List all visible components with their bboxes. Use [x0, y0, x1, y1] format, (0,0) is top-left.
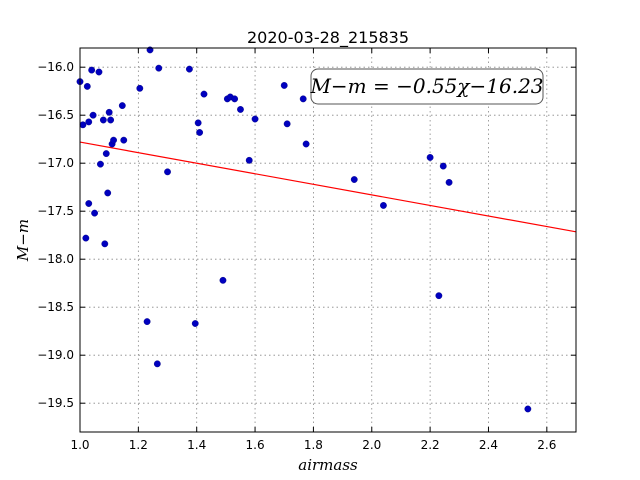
data-point	[280, 82, 288, 89]
data-point	[79, 121, 87, 129]
data-point	[89, 111, 97, 119]
data-point	[426, 154, 434, 161]
data-point	[104, 189, 112, 197]
data-point	[191, 320, 199, 327]
tick-labels: 1.0 1.2 1.4 1.6 1.8 2.0 2.2 2.4 2.6 −16.0 −16.5 −17…	[37, 60, 556, 452]
data-point	[164, 168, 171, 176]
data-point	[251, 115, 259, 123]
y-tick-label: −16.5	[37, 108, 74, 122]
fit-equation: M−m = −0.55χ−16.23	[309, 74, 543, 98]
y-tick-label: −17.0	[37, 156, 74, 170]
data-point	[380, 202, 387, 209]
data-point	[136, 84, 144, 92]
data-point	[99, 116, 107, 124]
data-point	[196, 129, 204, 136]
data-point	[95, 68, 103, 76]
data-point	[110, 136, 117, 144]
x-tick-label: 2.6	[537, 438, 556, 452]
y-tick-label: −18.5	[37, 300, 74, 314]
fit-equation-box: M−m = −0.55χ−16.23	[309, 68, 544, 105]
data-point	[245, 156, 253, 164]
data-point	[283, 120, 291, 128]
data-point	[82, 234, 90, 242]
y-tick-label: −16.0	[37, 60, 74, 74]
data-point	[200, 90, 208, 98]
data-point	[435, 292, 443, 300]
data-point	[85, 200, 93, 207]
data-point	[143, 318, 151, 325]
data-point	[524, 405, 532, 413]
plot-area	[80, 48, 576, 432]
x-tick-label: 1.4	[187, 438, 206, 452]
data-point	[83, 83, 91, 90]
data-point	[186, 65, 193, 73]
data-point	[118, 102, 126, 110]
data-point	[302, 140, 310, 148]
data-point	[88, 66, 96, 74]
data-point	[194, 119, 202, 127]
data-point	[102, 150, 110, 158]
x-tick-label: 2.4	[479, 438, 498, 452]
fit-line-group	[79, 141, 577, 233]
x-tick-label: 1.8	[304, 438, 323, 452]
y-tick-label: −17.5	[37, 204, 74, 218]
data-point	[85, 118, 93, 126]
grid	[80, 48, 576, 432]
data-point	[91, 209, 98, 217]
x-tick-label: 2.2	[421, 438, 440, 452]
data-point	[350, 176, 358, 183]
plot-frame	[79, 47, 577, 433]
data-point	[107, 116, 115, 124]
data-point	[439, 162, 447, 170]
data-point	[299, 95, 307, 103]
x-tick-label: 1.6	[246, 438, 265, 452]
fit-line	[79, 141, 577, 233]
data-point	[219, 276, 227, 284]
data-point	[153, 360, 161, 368]
x-axis-label: airmass	[298, 456, 358, 474]
data-point	[105, 108, 113, 116]
fit-equation-frame	[310, 68, 544, 105]
data-point	[231, 95, 239, 103]
x-tick-label: 2.0	[362, 438, 381, 452]
x-tick-label: 1.0	[70, 438, 89, 452]
data-point	[237, 106, 244, 113]
data-points	[76, 46, 532, 413]
y-tick-label: −19.5	[37, 396, 74, 410]
y-axis-label: M−m	[14, 219, 32, 262]
y-tick-label: −19.0	[37, 348, 74, 362]
data-point	[97, 160, 104, 168]
y-tick-label: −18.0	[37, 252, 74, 266]
data-point	[445, 178, 453, 186]
data-point	[120, 136, 128, 144]
x-tick-label: 1.2	[129, 438, 148, 452]
data-point	[155, 64, 163, 72]
data-point	[101, 240, 109, 248]
chart-title: 2020-03-28_215835	[247, 28, 409, 48]
